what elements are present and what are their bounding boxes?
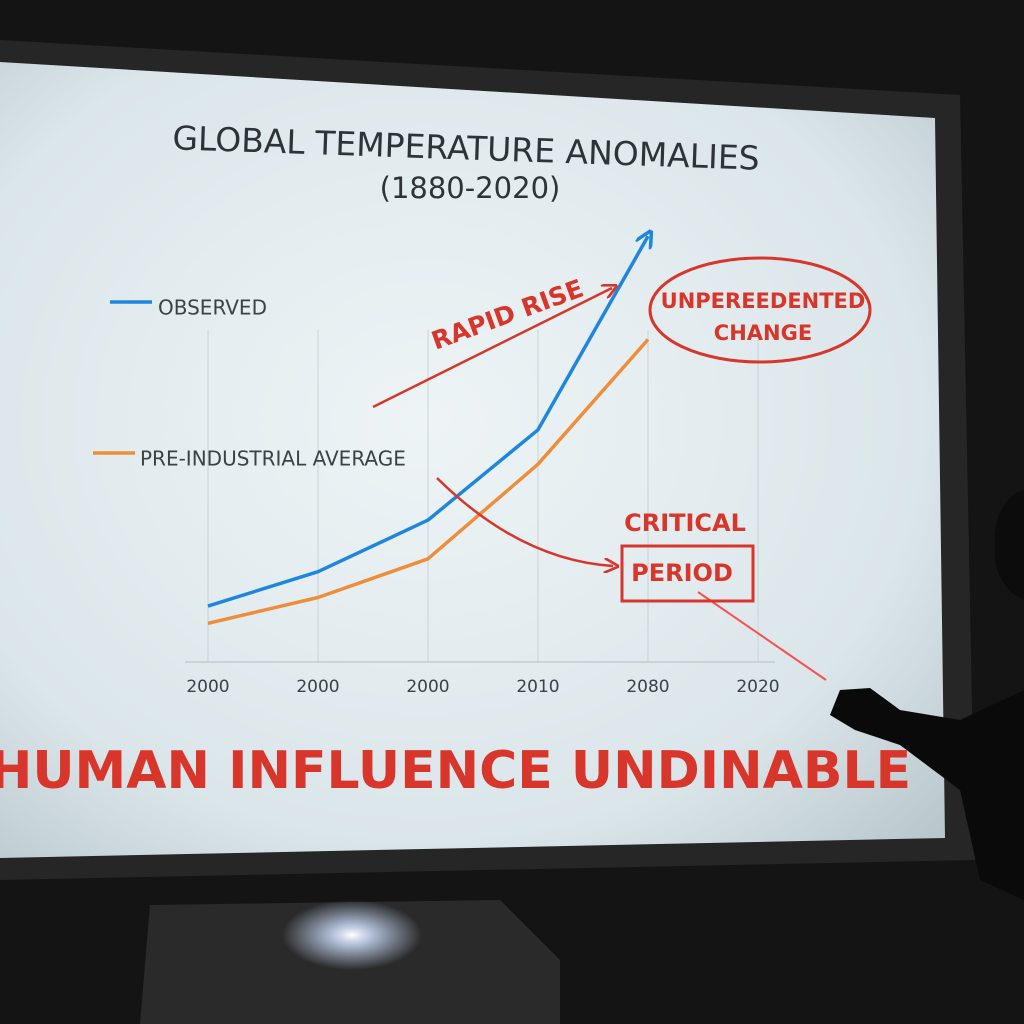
annotation-arrow (372, 288, 612, 409)
x-tick-label: 2000 (296, 677, 339, 697)
screen (0, 62, 945, 858)
x-tick-label: 2080 (626, 677, 669, 697)
legend-label: OBSERVED (158, 296, 267, 320)
annotation-box (620, 544, 755, 603)
laser (697, 591, 827, 681)
x-tick-label: 2020 (736, 677, 779, 697)
presenter-head (994, 490, 1024, 600)
presenter-body (830, 688, 1024, 900)
annotation: CHANGE (714, 321, 812, 345)
x-tick-label: 2000 (186, 677, 229, 697)
x-tick-label: 2000 (406, 677, 449, 697)
annotation: CRITICAL (624, 509, 746, 537)
annotation: PERIOD (631, 559, 733, 587)
annotation-ellipse (648, 256, 872, 364)
series-line (207, 236, 648, 608)
annotation: UNPEREEDENTED (661, 289, 866, 313)
caption: HUMAN INFLUENCE UNDINABLE (0, 741, 911, 801)
chart-subtitle: (1880-2020) (380, 171, 561, 205)
series-line (207, 338, 650, 626)
projector-lens (282, 900, 422, 970)
legend-label: PRE-INDUSTRIAL AVERAGE (140, 447, 406, 471)
annotation-arrow (436, 477, 613, 566)
x-tick-label: 2010 (516, 677, 559, 697)
chart: GLOBAL TEMPERATURE ANOMALIES (1880-2020)… (0, 118, 911, 801)
